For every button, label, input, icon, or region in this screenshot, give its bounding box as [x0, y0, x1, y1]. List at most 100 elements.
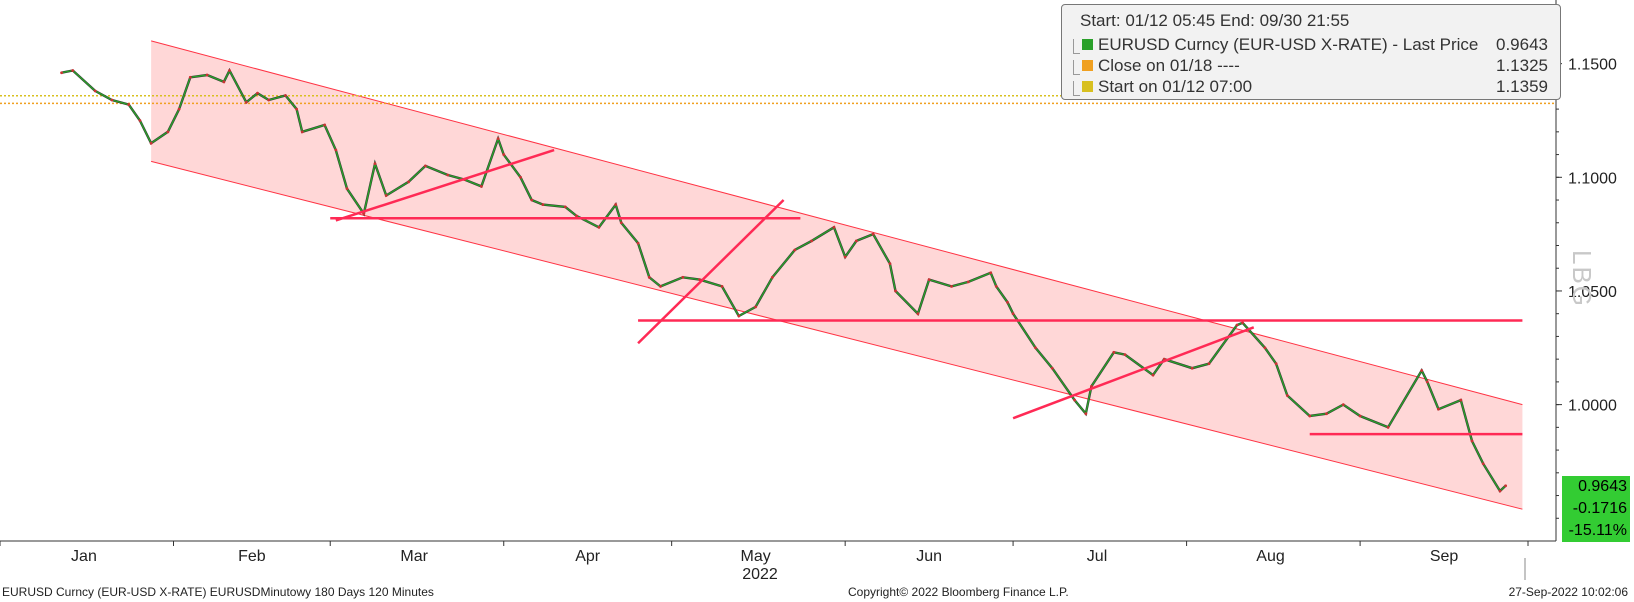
series-point — [793, 248, 797, 252]
series-point — [1308, 414, 1312, 418]
legend-entry-value: 0.9643 — [1496, 35, 1548, 54]
x-tick-label: Jul — [1087, 548, 1107, 565]
series-point — [681, 275, 685, 279]
series-point — [93, 89, 97, 93]
series-point — [177, 107, 181, 111]
series-point — [810, 239, 813, 243]
last-price-badge: 0.9643 — [1562, 476, 1630, 498]
legend-tree-icon — [1073, 39, 1080, 54]
series-point — [256, 91, 259, 95]
series-point — [166, 130, 170, 134]
series-point — [1325, 412, 1328, 416]
series-point — [334, 148, 338, 152]
series-point — [1190, 366, 1194, 370]
series-point — [1050, 366, 1054, 370]
series-point — [989, 271, 993, 275]
series-point — [295, 107, 299, 111]
legend-entry-name: Close on 01/18 ---- — [1098, 56, 1240, 75]
percent-change-badge: -15.11% — [1562, 520, 1630, 542]
net-change-badge: -0.1716 — [1562, 498, 1630, 520]
series-point — [149, 141, 153, 145]
y-tick-label: 1.1500 — [1568, 57, 1617, 74]
series-point — [1470, 439, 1474, 443]
series-point — [373, 162, 377, 166]
series-point — [1459, 398, 1463, 402]
trend-lines — [330, 148, 1523, 436]
footer-security-info: EURUSD Curncy (EUR-USD X-RATE) EURUSDMin… — [2, 585, 434, 599]
series-point — [1084, 412, 1088, 416]
series-point — [423, 164, 427, 168]
series-point — [575, 214, 578, 218]
trend-line — [1012, 326, 1255, 420]
series-point — [614, 203, 618, 206]
legend-box: Start: 01/12 05:45 End: 09/30 21:55 EURU… — [1061, 4, 1561, 100]
series-point — [647, 275, 651, 279]
legend-entry-value: 1.1325 — [1496, 56, 1548, 75]
series-point — [1341, 403, 1345, 407]
series-point — [871, 232, 875, 236]
x-tick-label: Feb — [238, 548, 266, 565]
y-tick-label: 1.0500 — [1568, 284, 1617, 301]
series-point — [597, 225, 601, 229]
series-point — [1498, 489, 1502, 493]
series-point — [384, 194, 388, 197]
x-tick-label: Aug — [1256, 548, 1284, 565]
series-point — [1437, 407, 1440, 411]
x-axis-year-label: 2022 — [742, 566, 778, 583]
channel-upper-line — [150, 40, 1523, 406]
series-point — [1425, 380, 1429, 384]
series-point — [502, 153, 506, 156]
trend-line — [335, 148, 555, 222]
series-point — [110, 98, 114, 102]
y-tick-label: 1.1000 — [1568, 170, 1617, 187]
series-point — [754, 305, 758, 309]
series-point — [1006, 300, 1009, 304]
series-point — [916, 312, 920, 316]
series-point — [205, 73, 209, 77]
series-point — [950, 285, 953, 288]
x-tick-label: Mar — [400, 548, 428, 565]
channel-fill — [151, 40, 1523, 510]
series-point — [636, 241, 640, 245]
series-line — [61, 68, 1507, 493]
legend-tree-icon — [1073, 60, 1080, 75]
series-point — [854, 239, 858, 243]
series-point — [1073, 398, 1077, 402]
series-point — [1481, 462, 1485, 466]
series-point — [1235, 323, 1239, 327]
legend-header-row: Start: 01/12 05:45 End: 09/30 21:55 — [1062, 11, 1548, 32]
x-tick-label: May — [740, 548, 770, 565]
series-point — [1504, 484, 1508, 488]
series-point — [479, 184, 483, 188]
series-point — [966, 280, 970, 284]
series-point — [228, 69, 231, 72]
price-series — [60, 67, 1508, 493]
series-point — [771, 275, 774, 279]
series-point — [496, 137, 500, 141]
series-point — [1151, 373, 1155, 377]
series-point — [843, 255, 847, 259]
series-point — [1112, 350, 1116, 354]
series-point — [994, 285, 998, 288]
legend-entry: Close on 01/18 ---- 1.1325 — [1062, 56, 1548, 77]
watermark: LBG — [1567, 250, 1597, 309]
series-point — [323, 123, 327, 127]
series-point — [1358, 414, 1362, 418]
series-point — [659, 285, 662, 288]
legend-swatch-icon — [1082, 39, 1093, 50]
series-point — [138, 119, 142, 122]
series-point — [244, 100, 248, 104]
price-channel — [150, 40, 1523, 510]
series-point — [127, 103, 131, 106]
footer-timestamp: 27-Sep-2022 10:02:06 — [1508, 585, 1628, 599]
x-tick-label: Jun — [916, 548, 942, 565]
series-point — [1274, 362, 1278, 366]
series-point — [541, 203, 545, 206]
series-point — [720, 285, 724, 288]
series-point — [446, 173, 450, 177]
series-point — [832, 225, 836, 229]
legend-tree-icon — [1073, 81, 1080, 96]
series-point — [345, 187, 349, 191]
series-point — [1386, 425, 1390, 429]
